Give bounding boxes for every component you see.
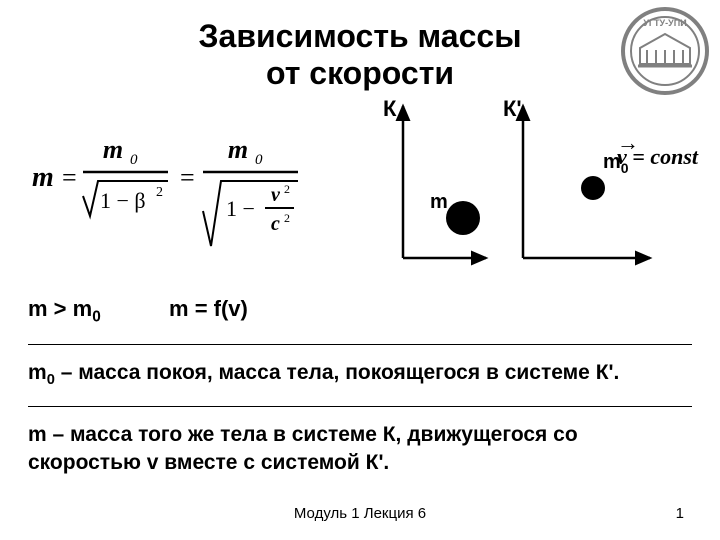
velocity-const-label: v→ = const — [617, 144, 698, 170]
svg-text:m: m — [228, 135, 248, 164]
title-line-2: от скорости — [266, 55, 454, 91]
reference-frames-diagram: К К' m m0 v→ = const — [358, 98, 692, 288]
svg-text:УГТУ-УПИ: УГТУ-УПИ — [643, 18, 686, 28]
svg-text:=: = — [180, 163, 195, 192]
svg-text:К: К — [383, 98, 397, 121]
relation-line: m > m0 m = f(v) — [28, 296, 692, 326]
svg-text:=: = — [62, 163, 77, 192]
svg-text:К': К' — [503, 98, 522, 121]
svg-text:0: 0 — [130, 152, 138, 168]
slide-container: УГТУ-УПИ Зависимость массы от скорости m… — [0, 0, 720, 540]
description-m: m – масса того же тела в системе К, движ… — [28, 406, 692, 476]
svg-text:c: c — [271, 213, 280, 235]
svg-text:2: 2 — [284, 182, 290, 196]
title-line-1: Зависимость массы — [198, 18, 521, 54]
footer-page-number: 1 — [676, 505, 684, 522]
slide-title: Зависимость массы от скорости — [28, 18, 692, 92]
svg-text:1 − β: 1 − β — [100, 188, 146, 213]
svg-text:m: m — [32, 162, 54, 193]
mass-formula: m = m 0 1 − β 2 = m 0 1 − v — [28, 126, 348, 261]
svg-text:m: m — [430, 191, 448, 213]
svg-text:2: 2 — [156, 185, 163, 200]
svg-text:2: 2 — [284, 211, 290, 225]
footer-module-label: Модуль 1 Лекция 6 — [0, 505, 720, 522]
mass-function: m = f(v) — [169, 296, 248, 321]
svg-text:m: m — [103, 135, 123, 164]
svg-text:1 −: 1 − — [226, 196, 255, 221]
svg-text:0: 0 — [255, 152, 263, 168]
mass-inequality: m > m0 — [28, 296, 101, 321]
university-logo: УГТУ-УПИ — [620, 6, 710, 96]
svg-text:v: v — [271, 184, 281, 206]
content-row: m = m 0 1 − β 2 = m 0 1 − v — [28, 98, 692, 288]
description-m0: m0 – масса покоя, масса тела, покоящегос… — [28, 344, 692, 390]
